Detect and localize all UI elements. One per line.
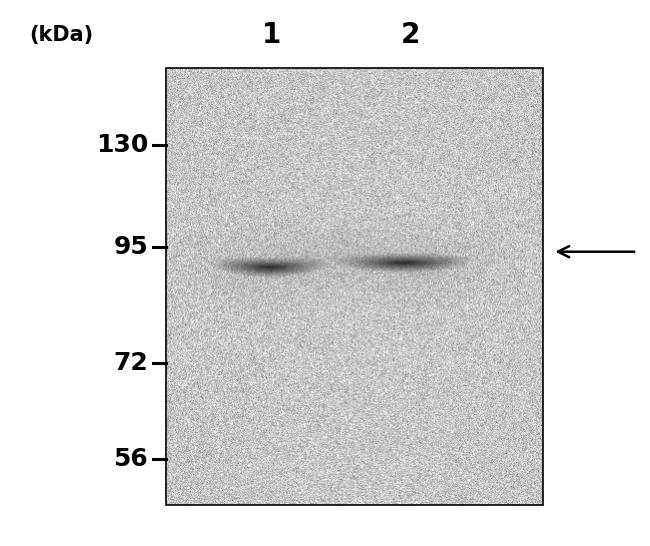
Text: 56: 56 [114, 447, 148, 471]
Text: 72: 72 [114, 351, 148, 375]
Bar [166, 68, 543, 505]
Text: 2: 2 [401, 21, 421, 50]
Text: (kDa): (kDa) [30, 26, 94, 45]
Text: 130: 130 [96, 133, 148, 157]
Text: 95: 95 [114, 235, 148, 259]
Text: 1: 1 [262, 21, 281, 50]
